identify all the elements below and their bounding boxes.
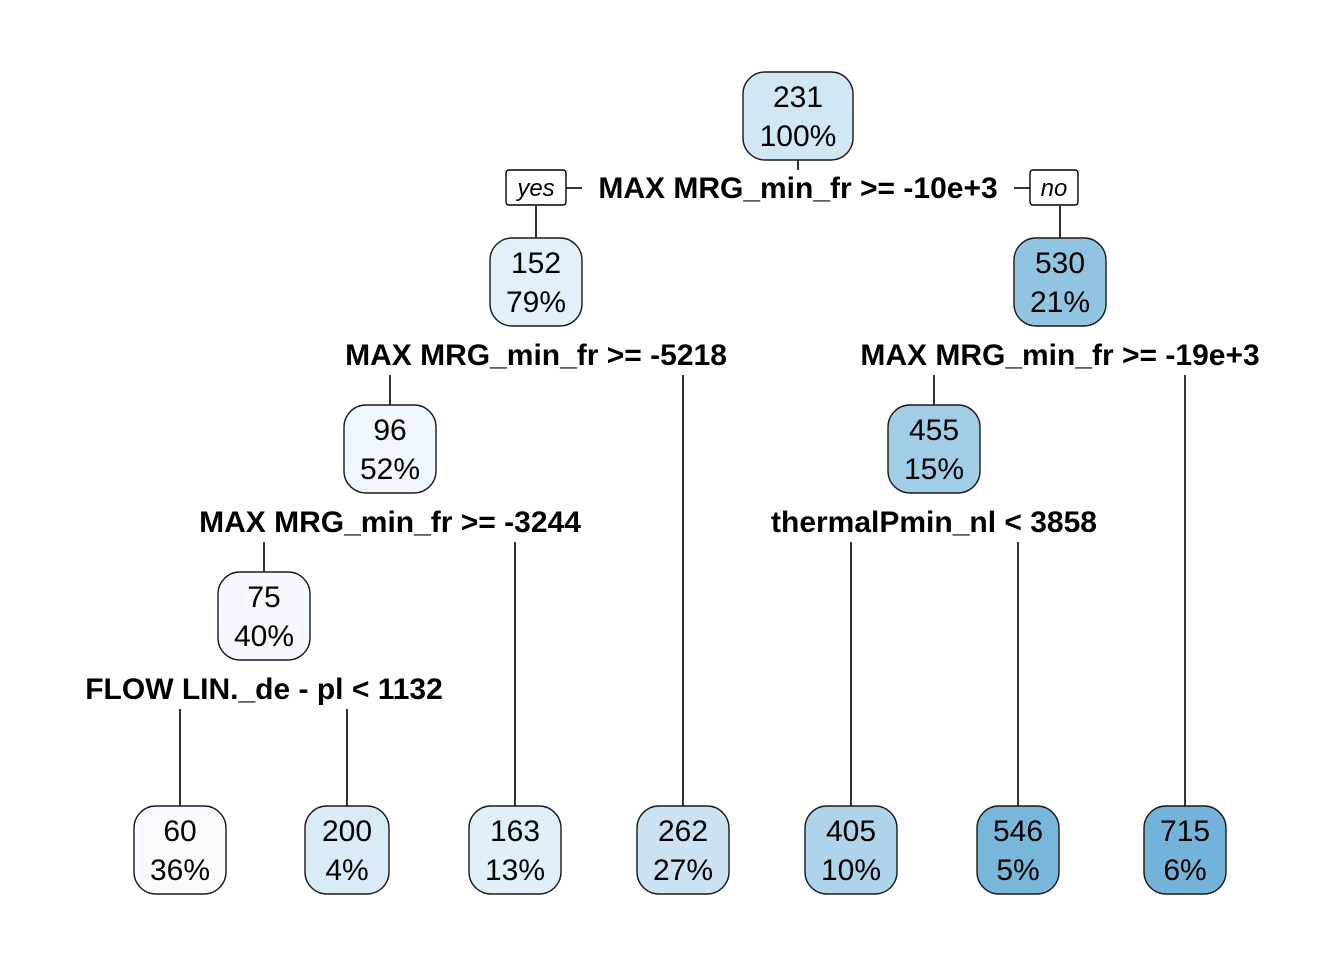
node-percent: 21%	[1030, 286, 1090, 319]
node-box	[489, 237, 583, 327]
no-tag-label: no	[1041, 175, 1068, 202]
node-box	[217, 571, 311, 661]
node-percent: 13%	[485, 854, 545, 887]
node-value: 231	[773, 81, 823, 114]
node-value: 60	[163, 815, 196, 848]
node-box	[1143, 805, 1227, 895]
node-percent: 52%	[360, 453, 420, 486]
node-box	[636, 805, 730, 895]
node-percent: 100%	[760, 120, 837, 153]
node-value: 546	[993, 815, 1043, 848]
node-box	[804, 805, 898, 895]
node-percent: 79%	[506, 286, 566, 319]
split-labels: MAX MRG_min_fr >= -10e+3 MAX MRG_min_fr >…	[85, 172, 1259, 706]
split-label-n2: MAX MRG_min_fr >= -5218	[345, 339, 727, 372]
node-value: 405	[826, 815, 876, 848]
node-value: 163	[490, 815, 540, 848]
node-percent: 15%	[904, 453, 964, 486]
split-label-n3: MAX MRG_min_fr >= -19e+3	[860, 339, 1259, 372]
tree-nodes: 231100%15279%53021%9652%45515%7540%6036%…	[133, 71, 1227, 895]
node-percent: 27%	[653, 854, 713, 887]
tree-branches	[179, 160, 1186, 806]
node-box	[343, 404, 437, 494]
node-value: 715	[1160, 815, 1210, 848]
node-value: 152	[511, 247, 561, 280]
yes-no-tags: yes no	[505, 169, 1079, 206]
split-label-n7: thermalPmin_nl < 3858	[771, 506, 1097, 539]
split-label-n1: MAX MRG_min_fr >= -10e+3	[598, 172, 997, 205]
node-box	[468, 805, 562, 895]
yes-tag-label: yes	[515, 175, 554, 202]
node-percent: 36%	[150, 854, 210, 887]
node-percent: 6%	[1163, 854, 1206, 887]
no-tag-box	[1029, 169, 1079, 206]
node-percent: 40%	[234, 620, 294, 653]
node-percent: 5%	[996, 854, 1039, 887]
node-percent: 4%	[325, 854, 368, 887]
yes-tag-box	[505, 169, 567, 206]
node-n1: 231 100%	[742, 71, 854, 161]
node-box	[976, 805, 1060, 895]
node-value: 262	[658, 815, 708, 848]
node-box	[1013, 237, 1107, 327]
node-box	[887, 404, 981, 494]
node-box	[304, 805, 390, 895]
node-value: 200	[322, 815, 372, 848]
node-box	[742, 71, 854, 161]
node-percent: 10%	[821, 854, 881, 887]
node-box	[133, 805, 227, 895]
node-value: 75	[247, 581, 280, 614]
split-label-n8: FLOW LIN._de - pl < 1132	[85, 673, 443, 706]
node-value: 530	[1035, 247, 1085, 280]
node-value: 455	[909, 414, 959, 447]
node-value: 96	[373, 414, 406, 447]
split-label-n4: MAX MRG_min_fr >= -3244	[199, 506, 581, 539]
